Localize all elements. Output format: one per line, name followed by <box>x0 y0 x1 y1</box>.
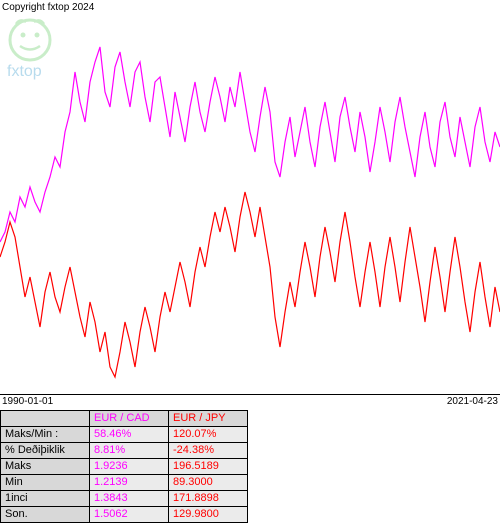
stats-table: EUR / CAD EUR / JPY Maks/Min : 58.46% 12… <box>0 410 248 523</box>
row-label: % Deðiþiklik <box>1 443 90 459</box>
row-value-1: 1.9236 <box>90 459 169 475</box>
series-line <box>0 192 500 377</box>
row-label: Son. <box>1 507 90 523</box>
x-axis-start-date: 1990-01-01 <box>2 396 53 407</box>
row-value-1: 8.81% <box>90 443 169 459</box>
table-header-row: EUR / CAD EUR / JPY <box>1 411 248 427</box>
row-value-1: 1.2139 <box>90 475 169 491</box>
row-label: Min <box>1 475 90 491</box>
row-value-1: 58.46% <box>90 427 169 443</box>
table-row: Maks 1.9236 196.5189 <box>1 459 248 475</box>
row-label: 1inci <box>1 491 90 507</box>
row-value-2: 171.8898 <box>169 491 248 507</box>
table-row: 1inci 1.3843 171.8898 <box>1 491 248 507</box>
chart-area <box>0 12 500 395</box>
header-blank <box>1 411 90 427</box>
row-value-2: 129.9800 <box>169 507 248 523</box>
row-value-2: 196.5189 <box>169 459 248 475</box>
header-series2: EUR / JPY <box>169 411 248 427</box>
x-axis-end-date: 2021-04-23 <box>447 396 498 407</box>
header-series1: EUR / CAD <box>90 411 169 427</box>
table-row: % Deðiþiklik 8.81% -24.38% <box>1 443 248 459</box>
table-row: Maks/Min : 58.46% 120.07% <box>1 427 248 443</box>
row-value-2: 120.07% <box>169 427 248 443</box>
row-value-1: 1.3843 <box>90 491 169 507</box>
table-row: Min 1.2139 89.3000 <box>1 475 248 491</box>
row-label: Maks/Min : <box>1 427 90 443</box>
row-label: Maks <box>1 459 90 475</box>
row-value-1: 1.5062 <box>90 507 169 523</box>
table-row: Son. 1.5062 129.9800 <box>1 507 248 523</box>
row-value-2: -24.38% <box>169 443 248 459</box>
line-chart <box>0 12 500 394</box>
row-value-2: 89.3000 <box>169 475 248 491</box>
